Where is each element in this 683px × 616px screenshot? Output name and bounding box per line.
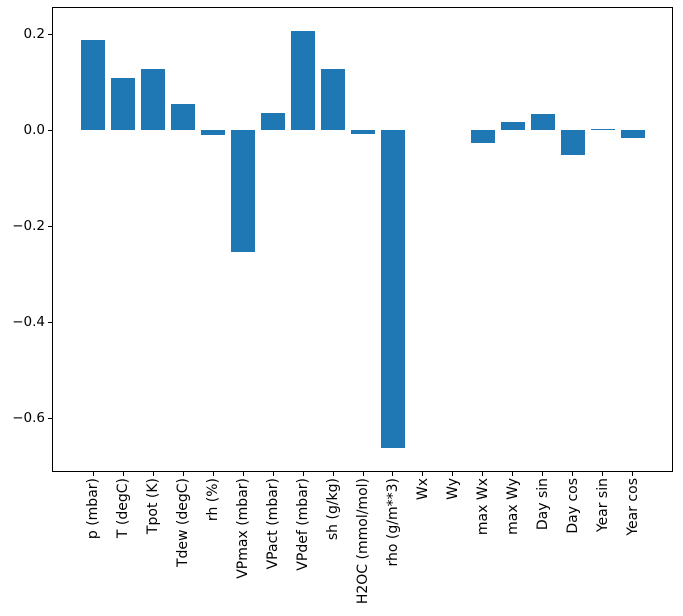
bar-h2oc-mmol-mol [351, 130, 375, 134]
x-tick-label: Wx [414, 478, 431, 501]
y-tick-mark [48, 321, 52, 323]
x-tick-label: Tpot (K) [145, 478, 162, 535]
bar-tdew-degc [171, 103, 196, 130]
x-tick-label: Tdew (degC) [175, 478, 192, 568]
x-tick-mark [452, 472, 454, 476]
y-tick-label: 0.2 [23, 26, 45, 42]
x-tick-label: max Wy [504, 478, 521, 535]
x-tick-mark [482, 472, 484, 476]
x-tick-label: VPdef (mbar) [295, 478, 312, 571]
x-tick-mark [602, 472, 604, 476]
bar-sh-g-kg [321, 68, 345, 130]
y-tick-label: −0.6 [12, 410, 45, 426]
x-tick-label: p (mbar) [85, 478, 102, 540]
bar-p-mbar [81, 40, 106, 130]
bar-tpot-k [141, 68, 166, 130]
y-tick-mark [48, 33, 52, 35]
x-tick-mark [272, 472, 274, 476]
y-tick-label: −0.2 [12, 218, 45, 234]
bar-vpact-mbar [261, 112, 286, 130]
y-tick-mark [48, 225, 52, 227]
bar-day-cos [560, 130, 585, 155]
x-tick-mark [92, 472, 94, 476]
x-tick-mark [212, 472, 214, 476]
x-tick-label: rh (%) [205, 478, 222, 522]
x-tick-mark [422, 472, 424, 476]
x-tick-label: Year sin [594, 478, 611, 533]
x-tick-label: VPact (mbar) [265, 478, 282, 570]
x-tick-label: Wy [444, 478, 461, 500]
bar-rh [201, 130, 226, 136]
y-tick-mark [48, 417, 52, 419]
bar-rho-g-m-3 [380, 130, 405, 449]
x-tick-mark [242, 472, 244, 476]
x-tick-label: Day cos [564, 478, 581, 534]
y-tick-mark [48, 129, 52, 131]
x-tick-mark [632, 472, 634, 476]
x-tick-mark [302, 472, 304, 476]
x-tick-mark [512, 472, 514, 476]
bar-day-sin [530, 114, 555, 130]
x-tick-mark [182, 472, 184, 476]
bar-vpmax-mbar [231, 130, 256, 253]
x-tick-mark [572, 472, 574, 476]
bar-year-sin [590, 129, 615, 130]
x-tick-mark [362, 472, 364, 476]
x-tick-mark [542, 472, 544, 476]
y-tick-label: 0.0 [23, 122, 45, 138]
x-tick-label: VPmax (mbar) [235, 478, 252, 579]
x-tick-label: rho (g/m**3) [384, 478, 401, 567]
x-tick-mark [152, 472, 154, 476]
x-tick-label: max Wx [474, 478, 491, 536]
bar-year-cos [620, 130, 645, 139]
x-tick-label: H2OC (mmol/mol) [355, 478, 371, 605]
bar-max-wy [500, 122, 525, 130]
bar-t-degc [111, 77, 136, 130]
x-tick-label: T (degC) [115, 478, 132, 539]
y-tick-label: −0.4 [12, 314, 45, 330]
x-tick-label: sh (g/kg) [325, 478, 342, 541]
x-tick-label: Year cos [624, 478, 641, 536]
x-tick-label: Day sin [534, 478, 551, 531]
x-tick-mark [332, 472, 334, 476]
x-tick-mark [392, 472, 394, 476]
x-tick-mark [122, 472, 124, 476]
bar-max-wx [470, 130, 495, 144]
bar-vpdef-mbar [291, 31, 316, 130]
